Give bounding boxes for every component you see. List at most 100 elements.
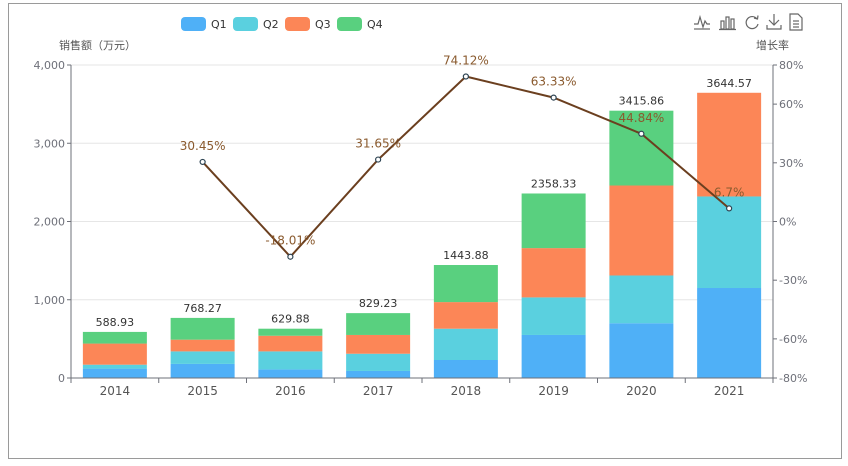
bar-q4 bbox=[346, 313, 411, 335]
growth-label: 30.45% bbox=[180, 139, 226, 153]
y2-tick-label: 0% bbox=[779, 216, 796, 229]
bar-q2 bbox=[697, 196, 762, 289]
total-label: 3644.57 bbox=[706, 77, 752, 90]
y-tick-label: 3,000 bbox=[34, 137, 66, 150]
bar-q3 bbox=[697, 92, 762, 197]
data-view-icon[interactable] bbox=[787, 13, 805, 31]
bar-q2 bbox=[82, 364, 147, 369]
legend-label: Q1 bbox=[211, 18, 227, 31]
y-tick-label: 0 bbox=[58, 372, 65, 385]
total-label: 829.23 bbox=[359, 297, 398, 310]
bar-q3 bbox=[521, 248, 586, 298]
growth-point bbox=[462, 73, 469, 80]
growth-point bbox=[199, 158, 206, 166]
bar-q3 bbox=[609, 185, 674, 276]
total-label: 2358.33 bbox=[531, 177, 577, 190]
growth-point bbox=[550, 94, 557, 101]
chart-frame: 0 1,000 2,000 3,000 4,000 -80% -60% -30% 0% 30% 60… bbox=[8, 3, 842, 459]
bar-q1 bbox=[697, 288, 762, 378]
y-tick-label: 1,000 bbox=[34, 294, 66, 307]
y2-tick-label: -30% bbox=[779, 274, 807, 287]
growth-point bbox=[375, 156, 382, 163]
bar-q4 bbox=[521, 193, 586, 249]
legend-swatch bbox=[337, 17, 362, 31]
bar-q1 bbox=[82, 368, 147, 378]
bar-q1 bbox=[170, 363, 235, 378]
growth-label: 44.84% bbox=[618, 111, 664, 125]
total-label: 588.93 bbox=[96, 316, 135, 329]
growth-label: -18.01% bbox=[265, 234, 315, 248]
bar-q1 bbox=[433, 360, 498, 378]
growth-point bbox=[638, 130, 645, 137]
y2-axis-title: 增长率 bbox=[756, 38, 789, 52]
bar-q2 bbox=[258, 351, 323, 370]
y2-tick-label: 80% bbox=[779, 59, 803, 72]
legend-swatch bbox=[233, 17, 258, 31]
growth-label: 6.7% bbox=[714, 185, 745, 199]
bar-q4 bbox=[609, 110, 674, 186]
x-tick-label: 2021 bbox=[714, 384, 745, 398]
y2-tick-label: -80% bbox=[779, 372, 807, 385]
bar-q4 bbox=[258, 328, 323, 336]
axes: 0 1,000 2,000 3,000 4,000 -80% -60% -30% 0% 30% 60… bbox=[34, 59, 808, 398]
bar-chart-icon[interactable] bbox=[719, 13, 737, 31]
total-label: 3415.86 bbox=[619, 95, 665, 108]
bar-q3 bbox=[346, 334, 411, 354]
total-label: 629.88 bbox=[271, 313, 310, 326]
bar-q4 bbox=[433, 265, 498, 303]
legend-swatch bbox=[285, 17, 310, 31]
bar-q2 bbox=[346, 353, 411, 371]
legend-label: Q2 bbox=[263, 18, 279, 31]
legend-item-q3[interactable]: Q3 bbox=[285, 17, 331, 31]
legend-label: Q4 bbox=[367, 18, 383, 31]
chart-svg: 0 1,000 2,000 3,000 4,000 -80% -60% -30% 0% 30% 60… bbox=[34, 13, 808, 398]
legend-swatch bbox=[181, 17, 206, 31]
total-label: 768.27 bbox=[183, 302, 222, 315]
growth-label: 31.65% bbox=[355, 137, 401, 151]
x-tick-label: 2020 bbox=[626, 384, 657, 398]
bar-q1 bbox=[521, 334, 586, 378]
y2-tick-label: 60% bbox=[779, 98, 803, 111]
data-labels: 588.93 768.27 629.88 829.23 1443.88 2358.33 34… bbox=[96, 54, 752, 329]
bar-q4 bbox=[170, 317, 235, 340]
bar-q2 bbox=[170, 351, 235, 364]
total-label: 1443.88 bbox=[443, 249, 489, 262]
x-tick-label: 2018 bbox=[451, 384, 482, 398]
line-chart-icon[interactable] bbox=[693, 13, 711, 31]
bars bbox=[82, 92, 762, 378]
bar-q3 bbox=[258, 335, 323, 352]
x-tick-label: 2015 bbox=[187, 384, 218, 398]
bar-q1 bbox=[258, 369, 323, 378]
growth-line bbox=[199, 73, 733, 260]
bar-q4 bbox=[82, 331, 147, 344]
bar-q3 bbox=[433, 302, 498, 329]
bar-q2 bbox=[521, 297, 586, 335]
x-tick-label: 2016 bbox=[275, 384, 306, 398]
y-tick-label: 2,000 bbox=[34, 216, 66, 229]
restore-icon[interactable] bbox=[743, 13, 761, 31]
growth-point bbox=[287, 253, 294, 260]
download-icon[interactable] bbox=[765, 13, 783, 31]
y2-tick-label: 30% bbox=[779, 157, 803, 170]
bar-q3 bbox=[170, 339, 235, 352]
legend-item-q4[interactable]: Q4 bbox=[337, 17, 383, 31]
growth-point bbox=[726, 205, 733, 212]
toolbox bbox=[693, 13, 805, 31]
growth-label: 74.12% bbox=[443, 54, 489, 68]
bar-q1 bbox=[609, 323, 674, 378]
x-tick-label: 2017 bbox=[363, 384, 394, 398]
bar-q2 bbox=[609, 275, 674, 324]
y-tick-label: 4,000 bbox=[34, 59, 66, 72]
y-axis-title: 销售额（万元） bbox=[59, 38, 136, 52]
bar-q2 bbox=[433, 328, 498, 361]
legend-label: Q3 bbox=[315, 18, 331, 31]
x-tick-label: 2019 bbox=[538, 384, 569, 398]
bar-q3 bbox=[82, 343, 147, 365]
legend-item-q1[interactable]: Q1 bbox=[181, 17, 227, 31]
growth-label: 63.33% bbox=[531, 75, 577, 89]
legend[interactable]: Q1 Q2 Q3 Q4 bbox=[181, 17, 383, 31]
y2-tick-label: -60% bbox=[779, 333, 807, 346]
legend-item-q2[interactable]: Q2 bbox=[233, 17, 279, 31]
x-tick-label: 2014 bbox=[100, 384, 131, 398]
bar-q1 bbox=[346, 370, 411, 378]
